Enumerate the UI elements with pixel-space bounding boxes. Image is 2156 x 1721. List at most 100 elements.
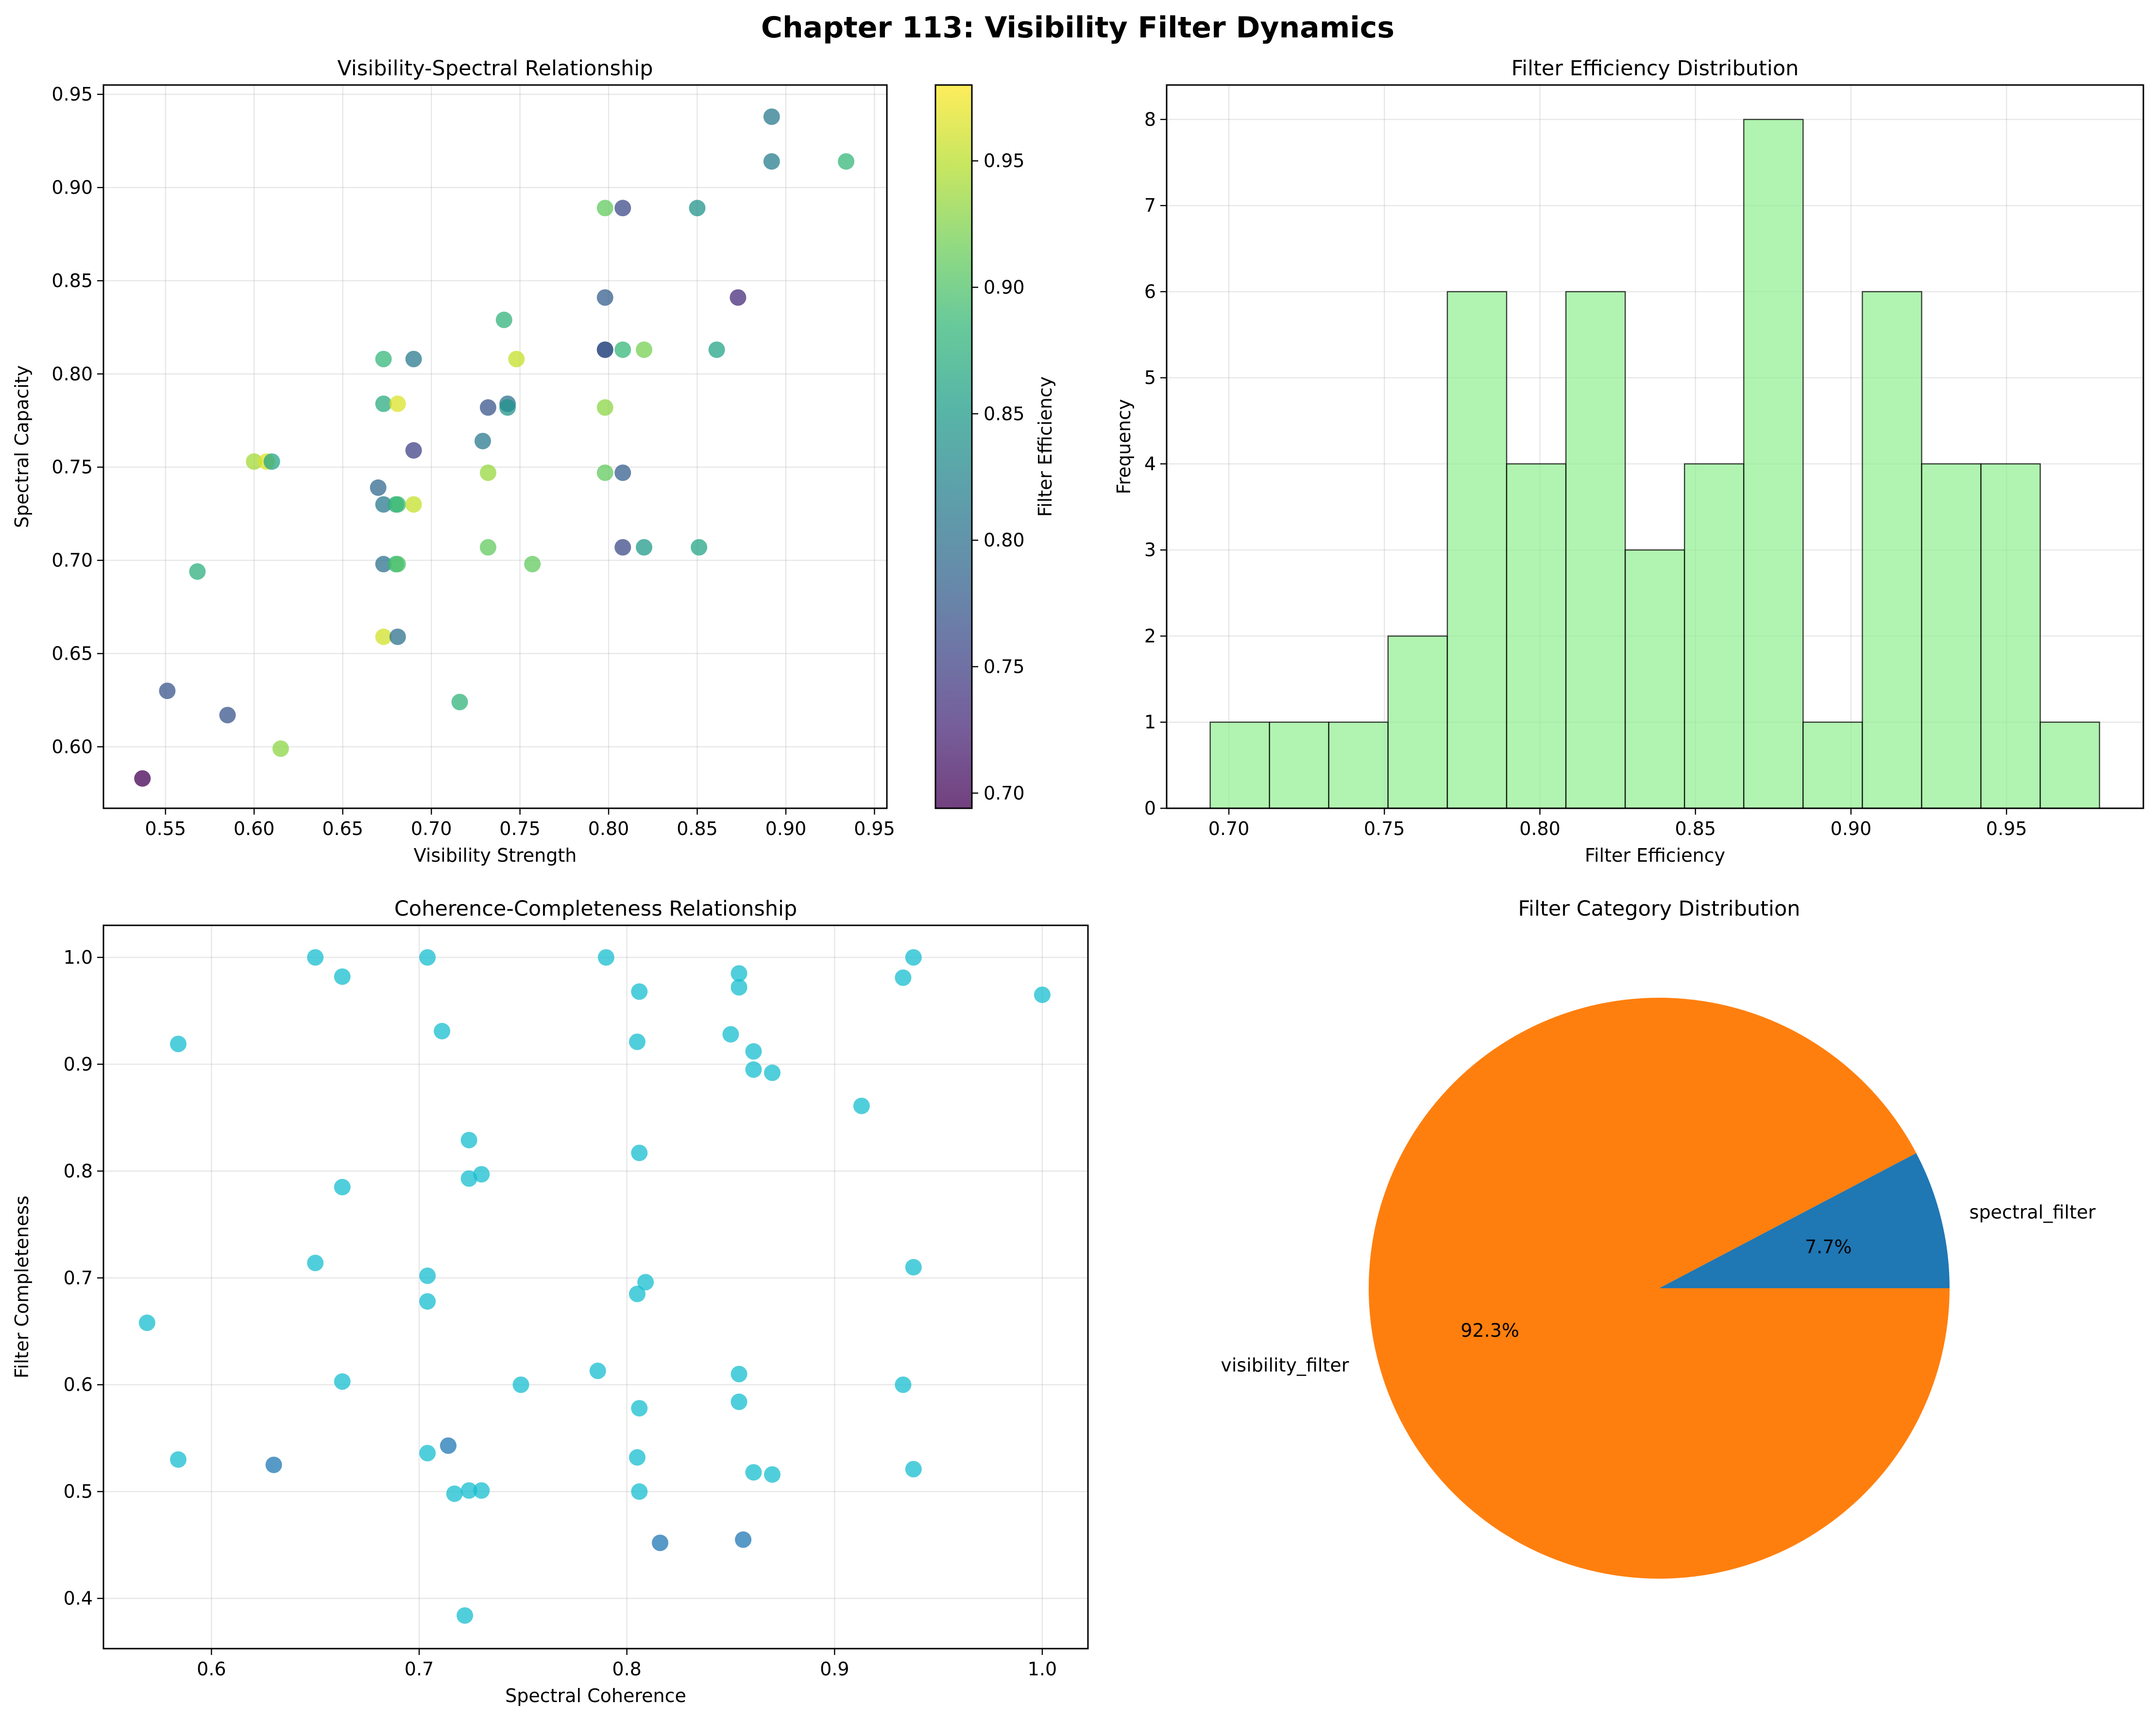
y-tick-label: 0 [1144,798,1156,819]
x-tick-label: 1.0 [1028,1658,1057,1680]
scatter-point [406,442,422,459]
scatter-point [170,1451,187,1468]
histogram-bar [1684,464,1744,808]
y-axis-label: Filter Completeness [11,1195,33,1378]
x-tick-label: 0.80 [588,818,629,839]
scatter-point [905,1259,922,1276]
scatter-point [614,200,631,216]
scatter-point [905,949,922,966]
pie-slice [1369,998,1950,1579]
scatter-point [434,1023,450,1039]
y-tick-label: 8 [1144,109,1156,130]
scatter-point [597,200,613,216]
scatter-point [499,399,516,416]
scatter-point [590,1363,606,1379]
scatter-point [480,539,496,556]
scatter-point [838,153,854,170]
scatter-point [440,1437,457,1454]
scatter-point [731,1394,747,1410]
scatter-point [390,629,406,645]
histogram-bar [1803,722,1862,808]
chart-title: Filter Efficiency Distribution [1511,56,1799,81]
y-tick-label: 0.7 [64,1267,93,1289]
y-tick-label: 0.70 [51,550,93,571]
scatter-point [475,433,491,449]
scatter-point [629,1034,645,1050]
scatter-point [446,1485,463,1502]
scatter-point [159,682,175,699]
x-tick-label: 0.80 [1519,818,1561,839]
scatter-point [764,108,780,125]
x-tick-label: 0.9 [820,1658,849,1680]
scatter-point [370,479,387,496]
scatter-point [406,351,422,367]
histogram-bar [1507,464,1566,808]
histogram-bar [1329,722,1388,808]
histogram-bar [1447,291,1507,808]
y-tick-label: 0.65 [51,643,93,664]
scatter-point [614,341,631,358]
figure: Chapter 113: Visibility Filter Dynamics … [0,0,2156,1721]
scatter-point [764,153,780,170]
colorbar-label: Filter Efficiency [1035,376,1056,517]
scatter-point [1034,987,1051,1003]
y-tick-label: 3 [1144,539,1156,561]
scatter-point [691,539,707,556]
scatter-point [390,395,406,412]
scatter-point [631,1483,647,1500]
scatter-point [722,1026,739,1042]
scatter-point [631,1400,647,1416]
colorbar-tick-label: 0.85 [984,403,1025,425]
x-tick-label: 0.75 [1364,818,1405,839]
pie-category-label: spectral_filter [1969,1201,2096,1223]
scatter-point [629,1449,645,1465]
y-tick-label: 0.75 [51,457,93,478]
x-tick-label: 0.65 [322,818,363,839]
y-tick-label: 1 [1144,712,1156,733]
scatter-point [461,1132,477,1148]
scatter-point [452,694,468,710]
y-tick-label: 4 [1144,453,1156,475]
y-tick-label: 2 [1144,625,1156,647]
x-tick-label: 0.70 [1208,818,1250,839]
scatter-point [139,1314,155,1331]
scatter-point [480,399,496,416]
y-tick-label: 0.5 [64,1481,93,1502]
scatter-point [524,556,541,572]
scatter-point [334,1179,351,1195]
scatter-point [597,399,613,416]
y-axis-label: Frequency [1113,399,1135,494]
scatter-point [905,1461,922,1477]
scatter-point [307,1255,323,1271]
scatter-point [709,341,725,358]
x-tick-label: 0.85 [1675,818,1716,839]
x-tick-label: 0.8 [612,1658,641,1680]
chart-title: Visibility-Spectral Relationship [337,56,653,81]
histogram-bar [1862,291,1921,808]
scatter-point [272,740,289,757]
y-tick-label: 0.8 [64,1160,93,1182]
scatter-point [375,629,392,645]
scatter-point [652,1534,668,1551]
colorbar-tick-label: 0.75 [984,656,1025,677]
scatter-point [473,1482,490,1499]
scatter-point [375,351,392,367]
scatter-point [597,341,613,358]
histogram-bar [1625,550,1684,808]
scatter-point [631,983,647,1000]
colorbar-tick-label: 0.90 [984,277,1025,298]
x-tick-label: 0.95 [854,818,895,839]
y-tick-label: 6 [1144,281,1156,302]
scatter-point [731,979,747,996]
scatter-point [614,464,631,481]
histogram-bar [1566,291,1625,808]
scatter-point [390,556,406,572]
y-tick-label: 0.90 [51,177,93,198]
x-tick-label: 0.90 [1831,818,1872,839]
scatter-point [746,1043,762,1060]
scatter-point [390,496,406,512]
scatter-point [731,1366,747,1382]
histogram-bar [1388,636,1447,808]
x-tick-label: 0.60 [234,818,275,839]
scatter-point [597,289,613,306]
